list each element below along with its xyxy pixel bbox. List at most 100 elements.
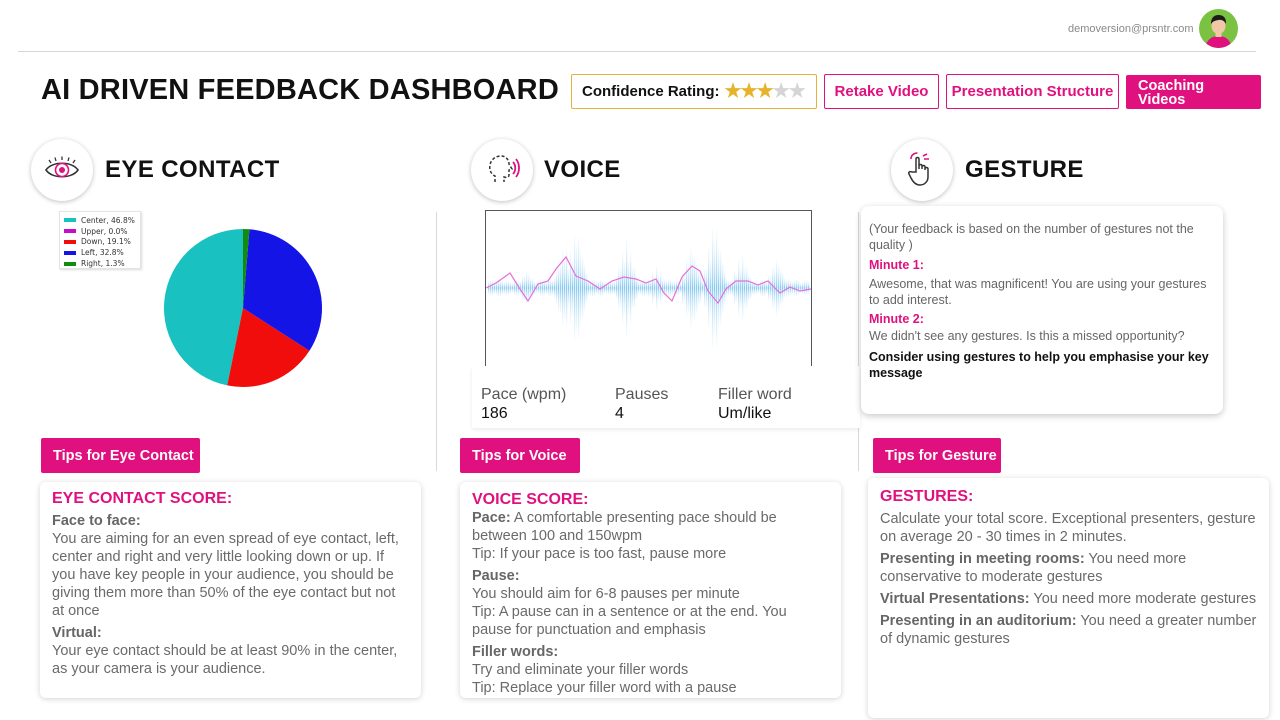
gesture-intro: Calculate your total score. Exceptional …	[880, 511, 1256, 545]
waveform-bar	[760, 280, 762, 296]
waveform-bar	[512, 282, 514, 294]
gesture-heading: GESTURE	[965, 156, 1084, 183]
waveform-bar	[622, 252, 624, 324]
waveform-bar	[560, 262, 562, 314]
waveform-bar	[608, 281, 610, 295]
waveform-bar	[776, 260, 778, 316]
retake-video-button[interactable]: Retake Video	[824, 74, 939, 109]
waveform-bar	[808, 281, 810, 295]
coaching-videos-button[interactable]: Coaching Videos	[1126, 75, 1261, 109]
waveform-bar	[526, 271, 528, 305]
waveform-bar	[722, 262, 724, 314]
waveform-bar	[538, 282, 540, 294]
header-divider	[18, 51, 1256, 52]
waveform-bar	[616, 276, 618, 300]
confidence-label: Confidence Rating:	[582, 83, 720, 100]
waveform-bar	[708, 248, 710, 328]
voice-heading: VOICE	[544, 156, 621, 183]
waveform-bar	[712, 228, 714, 348]
waveform-bar	[754, 280, 756, 296]
waveform-bar	[666, 280, 668, 296]
star-filled-icon: ★	[724, 81, 742, 102]
waveform-bar	[762, 279, 764, 297]
waveform-bar	[714, 241, 716, 335]
waveform-bar	[740, 268, 742, 308]
waveform-bar	[520, 280, 522, 296]
waveform-bar	[542, 279, 544, 297]
waveform-bar	[592, 279, 594, 297]
pace-text: A comfortable presenting pace should be …	[472, 510, 777, 544]
gesture-score-card: GESTURES: Calculate your total score. Ex…	[868, 478, 1269, 718]
legend-label: Down, 19.1%	[81, 237, 131, 247]
waveform-bar	[644, 279, 646, 297]
tips-voice-button[interactable]: Tips for Voice	[460, 438, 580, 473]
waveform-bar	[732, 279, 734, 297]
voice-waveform-panel	[485, 210, 812, 367]
waveform-bar	[618, 267, 620, 309]
waveform-bar	[738, 260, 740, 316]
waveform-bar	[610, 280, 612, 296]
confidence-rating: Confidence Rating: ★★★★★	[571, 74, 817, 109]
waveform-bar	[492, 280, 494, 296]
waveform-bar	[800, 283, 802, 293]
waveform-bar	[752, 281, 754, 295]
waveform-bar	[638, 281, 640, 295]
eye-contact-heading: EYE CONTACT	[105, 156, 280, 183]
waveform-bar	[782, 272, 784, 304]
star-rating: ★★★★★	[724, 80, 806, 103]
waveform-bar	[796, 279, 798, 297]
coaching-label-line1: Coaching	[1138, 78, 1205, 94]
waveform-bar	[522, 275, 524, 301]
tips-eye-contact-button[interactable]: Tips for Eye Contact	[41, 438, 200, 473]
face-to-face-text: You are aiming for an even spread of eye…	[52, 531, 399, 619]
legend-label: Upper, 0.0%	[81, 226, 128, 236]
auditorium-text: You need a greater number of dynamic ges…	[880, 613, 1257, 647]
waveform-bar	[798, 280, 800, 296]
waveform-bar	[626, 238, 628, 338]
waveform-bar	[576, 244, 578, 332]
eye-contact-pie-chart	[164, 229, 322, 387]
pause-tip: Tip: A pause can in a sentence or at the…	[472, 604, 787, 638]
waveform-bar	[590, 280, 592, 296]
waveform-bar	[698, 269, 700, 307]
waveform-bar	[574, 235, 576, 341]
waveform-bar	[678, 280, 680, 296]
waveform-bar	[516, 279, 518, 297]
waveform-bar	[746, 266, 748, 310]
filler-label: Filler word	[718, 386, 792, 403]
user-email: demoversion@prsntr.com	[1068, 23, 1194, 35]
waveform-bar	[656, 266, 658, 310]
waveform-bar	[704, 268, 706, 308]
star-filled-icon: ★	[740, 81, 758, 102]
waveform-bar	[686, 259, 688, 317]
waveform-bar	[540, 280, 542, 296]
pie-legend: Center, 46.8% Upper, 0.0% Down, 19.1% Left,…	[59, 211, 141, 269]
waveform-bar	[778, 266, 780, 310]
pie-slice-center	[164, 229, 243, 386]
presentation-structure-button[interactable]: Presentation Structure	[946, 74, 1119, 109]
waveform-bar	[578, 237, 580, 339]
user-avatar-icon[interactable]	[1199, 9, 1238, 48]
minute-1-text: Awesome, that was magnificent! You are u…	[869, 276, 1207, 308]
voice-metrics: Pace (wpm) 186 Pauses 4 Filler word Um/l…	[472, 366, 860, 428]
waveform-bar	[568, 268, 570, 308]
legend-entry: Down, 19.1%	[64, 237, 136, 248]
virtual-presentations-paragraph: Virtual Presentations: You need more mod…	[880, 590, 1257, 608]
waveform-bar	[758, 282, 760, 294]
star-empty-icon: ★	[772, 81, 790, 102]
waveform-bar	[496, 280, 498, 296]
virtual-label: Virtual:	[52, 625, 102, 641]
legend-swatch	[64, 229, 76, 234]
gesture-score-title: GESTURES:	[880, 488, 974, 505]
waveform-bar	[724, 270, 726, 306]
legend-swatch	[64, 218, 76, 223]
virtual-text: Your eye contact should be at least 90% …	[52, 643, 398, 677]
waveform-bar	[532, 278, 534, 298]
waveform-bar	[648, 278, 650, 298]
tips-gesture-button[interactable]: Tips for Gesture	[873, 438, 1001, 473]
page-title: AI DRIVEN FEEDBACK DASHBOARD	[41, 74, 559, 106]
waveform-bar	[582, 256, 584, 320]
waveform-bar	[710, 260, 712, 316]
waveform-bar	[766, 281, 768, 295]
pace-label: Pace (wpm)	[481, 386, 567, 403]
